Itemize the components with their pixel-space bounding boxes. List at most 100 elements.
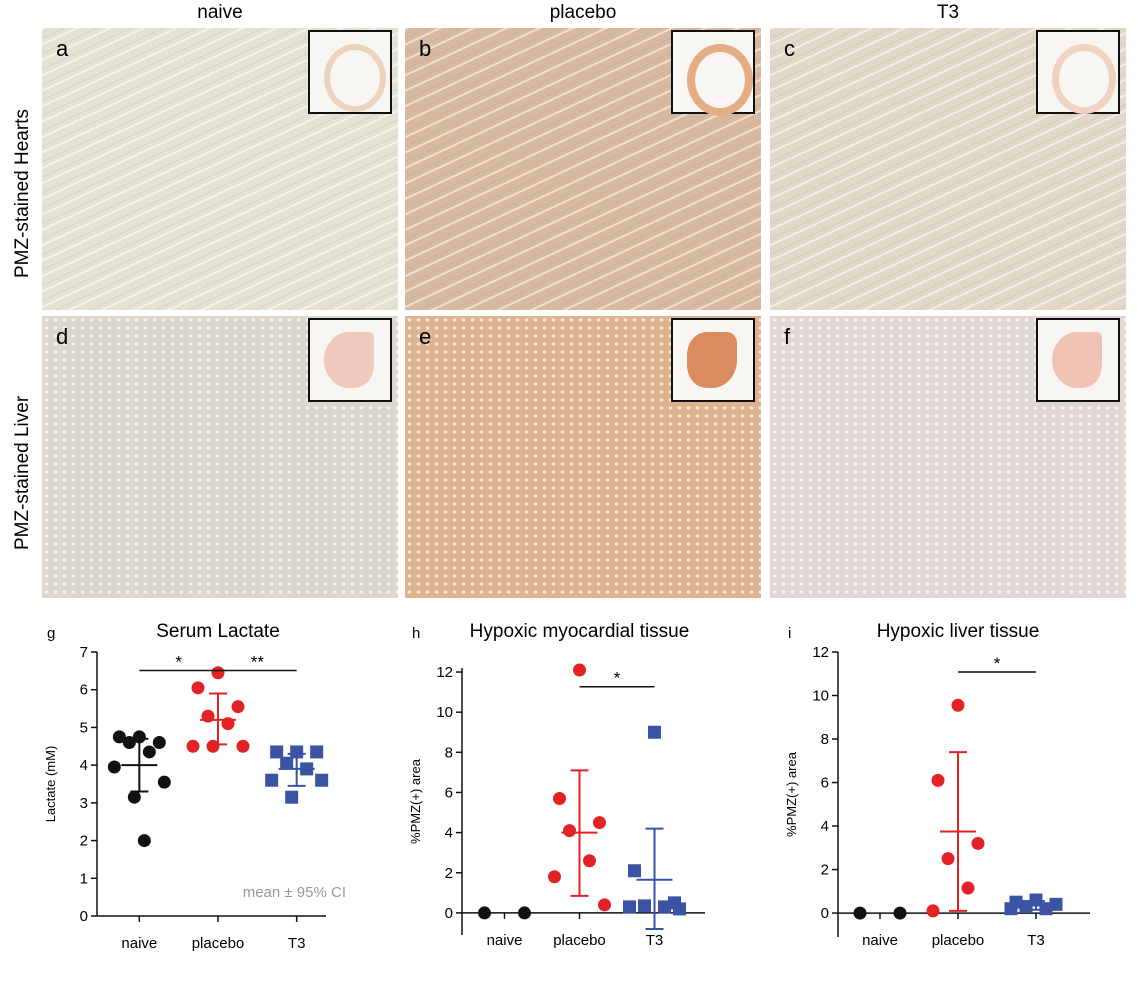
data-point — [573, 663, 586, 677]
y-tick-label: 10 — [812, 688, 829, 705]
inset — [308, 30, 392, 114]
data-point — [623, 900, 636, 914]
panel-letter: a — [56, 36, 69, 61]
data-point — [563, 824, 576, 838]
data-point — [300, 762, 314, 776]
x-tick-label: T3 — [646, 932, 664, 949]
data-point — [315, 773, 329, 787]
data-point — [971, 836, 985, 850]
data-point — [152, 736, 166, 750]
data-point — [191, 681, 205, 695]
data-point — [270, 745, 284, 759]
column-header: naive — [197, 2, 243, 23]
significance-label: * — [994, 654, 1001, 673]
data-point — [221, 717, 235, 731]
y-tick-label: 6 — [821, 775, 829, 792]
x-tick-label: T3 — [288, 935, 306, 952]
data-point — [628, 864, 641, 878]
y-tick-label: 8 — [821, 731, 829, 748]
data-point — [157, 775, 171, 789]
data-point — [553, 791, 566, 805]
x-tick-label: naive — [862, 932, 898, 949]
y-tick-label: 4 — [445, 825, 453, 842]
micrograph: d — [42, 316, 398, 598]
significance-label: * — [614, 669, 621, 688]
y-tick-label: 4 — [821, 818, 829, 835]
x-tick-label: T3 — [1027, 932, 1045, 949]
data-point — [206, 739, 220, 753]
data-point — [285, 790, 299, 804]
chart-title: Hypoxic liver tissue — [877, 621, 1040, 642]
y-tick-label: 7 — [80, 644, 88, 661]
column-header: T3 — [936, 2, 960, 23]
data-point — [673, 902, 686, 916]
data-point — [941, 852, 955, 866]
data-point — [478, 906, 491, 920]
data-point — [638, 899, 651, 913]
inset — [671, 318, 755, 402]
data-point — [1029, 893, 1043, 907]
panel-letter: g — [47, 625, 55, 642]
y-tick-label: 6 — [445, 784, 453, 801]
chart-title: Hypoxic myocardial tissue — [470, 621, 690, 642]
data-point — [961, 881, 975, 895]
y-tick-label: 2 — [445, 865, 453, 882]
data-point — [186, 739, 200, 753]
x-tick-label: naive — [487, 932, 523, 949]
y-tick-label: 10 — [436, 704, 453, 721]
significance-label: * — [175, 652, 182, 671]
data-point — [280, 756, 294, 770]
y-tick-label: 2 — [821, 862, 829, 879]
y-tick-label: 0 — [445, 905, 453, 922]
data-point — [132, 730, 146, 744]
data-point — [518, 906, 531, 920]
data-point — [648, 725, 661, 739]
y-axis-label: %PMZ(+) area — [408, 758, 423, 844]
data-point — [236, 739, 250, 753]
data-point — [211, 666, 225, 680]
panel-letter: d — [56, 324, 69, 349]
x-tick-label: placebo — [192, 935, 245, 952]
y-tick-label: 0 — [821, 905, 829, 922]
data-point — [951, 698, 965, 712]
data-point — [112, 730, 126, 744]
data-point — [265, 773, 279, 787]
data-point — [548, 870, 561, 884]
y-tick-label: 0 — [80, 908, 88, 925]
panel-letter: i — [788, 625, 791, 642]
y-tick-label: 6 — [80, 682, 88, 699]
panel-letter: f — [784, 324, 791, 349]
chart-title: Serum Lactate — [156, 621, 280, 642]
data-point — [1004, 902, 1018, 916]
panel-letter: c — [784, 36, 795, 61]
micrograph: e — [405, 316, 761, 598]
data-point — [658, 900, 671, 914]
data-point — [310, 745, 324, 759]
column-header: placebo — [549, 2, 617, 23]
micrograph: f — [770, 316, 1126, 598]
y-axis-label: %PMZ(+) area — [784, 751, 799, 837]
data-point — [290, 745, 304, 759]
data-point — [127, 790, 141, 804]
x-tick-label: naive — [121, 935, 157, 952]
micrograph: c — [770, 28, 1126, 310]
y-tick-label: 3 — [80, 795, 88, 812]
data-point — [231, 700, 245, 714]
x-tick-label: placebo — [932, 932, 985, 949]
y-tick-label: 12 — [436, 664, 453, 681]
data-point — [137, 834, 151, 848]
panel-letter: e — [419, 324, 432, 349]
y-tick-label: 5 — [80, 719, 88, 736]
data-point — [853, 906, 867, 920]
data-point — [598, 898, 611, 912]
data-point — [583, 854, 596, 868]
y-tick-label: 1 — [80, 870, 88, 887]
data-point — [1039, 902, 1053, 916]
x-tick-label: placebo — [553, 932, 606, 949]
y-tick-label: 8 — [445, 744, 453, 761]
data-point — [593, 816, 606, 830]
data-point — [122, 736, 136, 750]
inset — [1036, 30, 1120, 114]
data-point — [107, 760, 121, 774]
